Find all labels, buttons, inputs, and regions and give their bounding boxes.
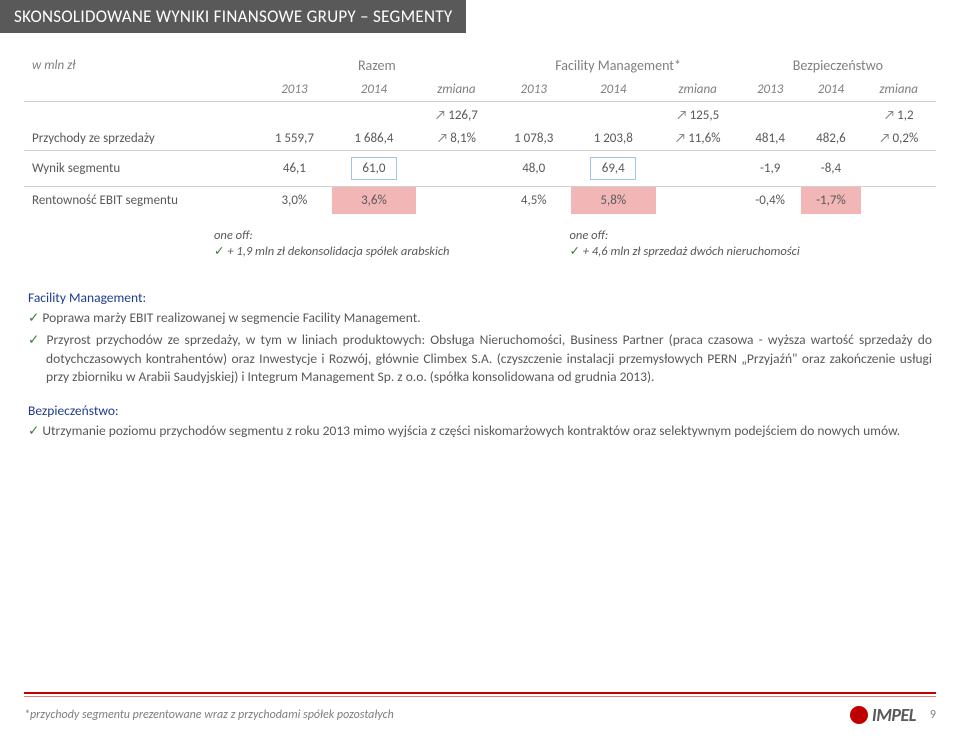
rev-r14: 1 686,4 [332, 127, 417, 151]
section-razem: Razem [257, 53, 496, 78]
logo-dot-icon [850, 706, 868, 724]
footnote-text: *przychody segmentu prezentowane wraz z … [24, 708, 394, 722]
seg-b13: -1,9 [740, 151, 801, 187]
col-fch: zmiana [656, 78, 740, 102]
oneoff-right-item: + 4,6 mln zł sprzedaż dwóch nieruchomośc… [569, 243, 799, 259]
page-number: 9 [930, 708, 936, 722]
rev-b13: 481,4 [740, 127, 801, 151]
col-b14: 2014 [801, 78, 862, 102]
arrow-up-icon: ↗ [879, 131, 890, 146]
fm-heading: Facility Management: [28, 289, 932, 307]
oneoff-notes: one off: + 1,9 mln zł dekonsolidacja spó… [24, 214, 936, 259]
oneoff-right-title: one off: [569, 228, 799, 243]
arrow-up-icon: ↗ [675, 131, 686, 146]
row-ebit-label: Rentowność EBIT segmentu [24, 187, 257, 215]
section-bez: Bezpieczeństwo [740, 53, 936, 78]
ebit-b14: -1,7% [801, 187, 862, 215]
oneoff-left-item: + 1,9 mln zł dekonsolidacja spółek arabs… [214, 243, 449, 259]
slide-title: SKONSOLIDOWANE WYNIKI FINANSOWE GRUPY – … [0, 0, 466, 33]
data-table: w mln zł Razem Facility Management* Bezp… [24, 53, 936, 214]
ebit-f13: 4,5% [496, 187, 571, 215]
rev-r13: 1 559,7 [257, 127, 332, 151]
col-r13: 2013 [257, 78, 332, 102]
fm-bullet-1: Poprawa marży EBIT realizowanej w segmen… [46, 309, 932, 327]
change-fm: ↗125,5 [656, 102, 740, 128]
oneoff-left: one off: + 1,9 mln zł dekonsolidacja spó… [214, 228, 449, 259]
logo-text: IMPEL [872, 704, 916, 726]
unit-label: w mln zł [24, 53, 257, 78]
seg-b14: -8,4 [801, 151, 862, 187]
oneoff-right: one off: + 4,6 mln zł sprzedaż dwóch nie… [569, 228, 799, 259]
rev-b14: 482,6 [801, 127, 862, 151]
rev-rch: ↗8,1% [416, 127, 496, 151]
footer-rule [24, 692, 936, 694]
seg-r13: 46,1 [257, 151, 332, 187]
col-rch: zmiana [416, 78, 496, 102]
row-revenue-label: Przychody ze sprzedaży [24, 127, 257, 151]
col-b13: 2013 [740, 78, 801, 102]
col-r14: 2014 [332, 78, 417, 102]
bez-bullet-1: Utrzymanie poziomu przychodów segmentu z… [46, 422, 932, 440]
main-content: w mln zł Razem Facility Management* Bezp… [0, 53, 960, 441]
section-fm: Facility Management* [496, 53, 739, 78]
ebit-r13: 3,0% [257, 187, 332, 215]
fm-bullet-2: Przyrost przychodów ze sprzedaży, w tym … [46, 331, 932, 386]
seg-f14: 69,4 [571, 151, 656, 187]
rev-bch: ↗0,2% [861, 127, 936, 151]
arrow-up-icon: ↗ [435, 108, 446, 123]
oneoff-left-title: one off: [214, 228, 449, 243]
change-razem: ↗126,7 [416, 102, 496, 128]
arrow-up-icon: ↗ [437, 131, 448, 146]
ebit-f14: 5,8% [571, 187, 656, 215]
logo: IMPEL 9 [850, 704, 936, 726]
seg-r14: 61,0 [332, 151, 417, 187]
col-f13: 2013 [496, 78, 571, 102]
bez-heading: Bezpieczeństwo: [28, 402, 932, 420]
row-segment-label: Wynik segmentu [24, 151, 257, 187]
arrow-up-icon: ↗ [884, 108, 895, 123]
rev-f14: 1 203,8 [571, 127, 656, 151]
rev-fch: ↗11,6% [656, 127, 740, 151]
commentary: Facility Management: Poprawa marży EBIT … [24, 259, 936, 441]
col-f14: 2014 [571, 78, 656, 102]
change-bz: ↗1,2 [861, 102, 936, 128]
footer: *przychody segmentu prezentowane wraz z … [24, 704, 936, 726]
ebit-r14: 3,6% [332, 187, 417, 215]
col-bch: zmiana [861, 78, 936, 102]
arrow-up-icon: ↗ [676, 108, 687, 123]
footer-rule-2 [24, 696, 936, 697]
ebit-b13: -0,4% [740, 187, 801, 215]
rev-f13: 1 078,3 [496, 127, 571, 151]
seg-f13: 48,0 [496, 151, 571, 187]
